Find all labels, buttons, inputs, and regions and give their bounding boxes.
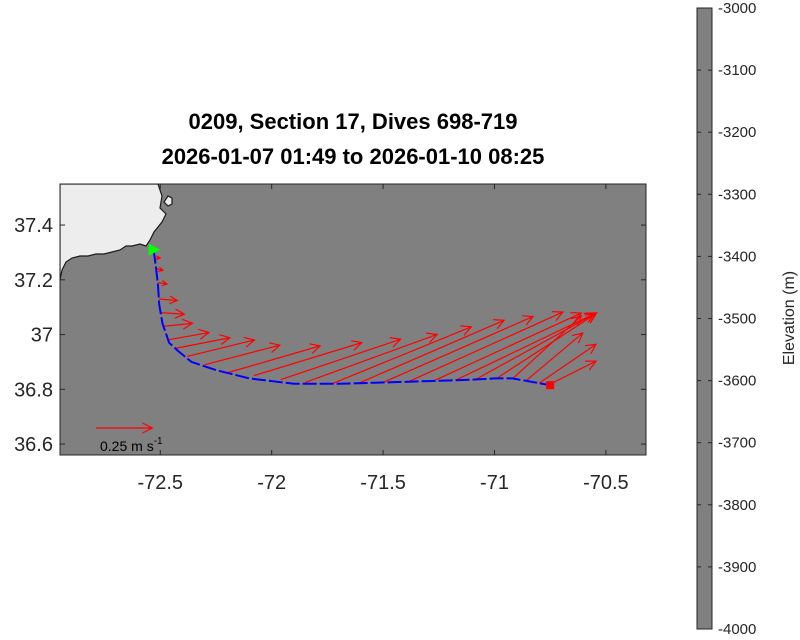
velocity-vector — [204, 342, 282, 366]
x-tick-label: -70.5 — [583, 472, 629, 494]
scale-arrow-label-exponent: -1 — [154, 436, 163, 447]
velocity-vector — [409, 311, 565, 382]
velocity-vector — [382, 315, 535, 384]
x-tick-label: -72.5 — [137, 472, 183, 494]
glider-track — [152, 249, 551, 387]
colorbar-tick-label: -3300 — [718, 186, 756, 203]
velocity-vector — [434, 312, 583, 382]
x-tick-label: -71 — [480, 472, 509, 494]
colorbar-tick-label: -3800 — [718, 497, 756, 514]
velocity-vector — [157, 280, 169, 287]
plot-background — [60, 184, 646, 455]
velocity-vector — [331, 325, 473, 385]
colorbar-tick-label: -3000 — [718, 0, 756, 17]
chart-subtitle: 2026-01-07 01:49 to 2026-01-10 08:25 — [161, 144, 545, 169]
velocity-vector — [538, 343, 598, 384]
y-tick-label: 37 — [31, 325, 53, 347]
coastline-land — [60, 184, 167, 281]
velocity-vector — [162, 318, 194, 330]
velocity-vector — [358, 319, 506, 384]
velocity-vector — [175, 334, 232, 349]
y-tick-label: 37.2 — [14, 270, 53, 292]
colorbar-tick-label: -3100 — [718, 62, 756, 79]
scale-arrow-label-text: 0.25 m s — [100, 438, 154, 454]
colorbar-tick-label: -3400 — [718, 248, 756, 265]
coastline-islet — [163, 195, 173, 207]
colorbar-tick-label: -3200 — [718, 124, 756, 141]
velocity-vector — [304, 332, 439, 384]
velocity-vector — [159, 295, 179, 305]
velocity-vector — [511, 315, 583, 380]
colorbar-tick-label: -3900 — [718, 559, 756, 576]
scale-arrow — [96, 422, 154, 434]
colorbar-tick-label: -3700 — [718, 435, 756, 452]
velocity-vector — [186, 336, 256, 358]
end-marker — [546, 381, 555, 390]
scale-arrow-label: 0.25 m s-1 — [100, 436, 163, 454]
plot-frame — [59, 183, 647, 456]
colorbar-tick-label: -4000 — [718, 621, 756, 638]
y-tick-label: 37.4 — [14, 215, 53, 237]
colorbar-tick-label: -3600 — [718, 373, 756, 390]
velocity-vector — [155, 255, 162, 261]
scale-arrow-shape — [96, 422, 154, 434]
velocity-vector — [547, 360, 598, 386]
velocity-vector — [166, 328, 211, 341]
x-tick-label: -71.5 — [360, 472, 406, 494]
colorbar-axis: -3000 -3100 -3200 -3300 -3400 -3500 -3600 -3700… — [697, 0, 756, 638]
velocity-vector — [156, 266, 165, 272]
velocity-vector — [253, 340, 364, 377]
velocity-vector — [280, 337, 402, 381]
y-tick-label: 36.8 — [14, 379, 53, 401]
y-tick-label: 36.6 — [14, 434, 53, 456]
velocity-vectors — [155, 255, 598, 386]
velocity-vector — [525, 332, 584, 382]
start-marker — [148, 243, 161, 256]
chart-title: 0209, Section 17, Dives 698-719 — [188, 109, 518, 134]
x-axis: -72.5 -72 -71.5 -71 -70.5 — [137, 184, 629, 494]
y-axis: 36.6 36.8 37 37.2 37.4 — [14, 215, 646, 456]
velocity-vector — [160, 308, 186, 319]
colorbar-label: Elevation (m) — [781, 271, 798, 365]
colorbar-tick-label: -3500 — [718, 311, 756, 328]
velocity-vector — [496, 313, 597, 379]
x-tick-label: -72 — [257, 472, 286, 494]
velocity-vector — [226, 343, 322, 374]
